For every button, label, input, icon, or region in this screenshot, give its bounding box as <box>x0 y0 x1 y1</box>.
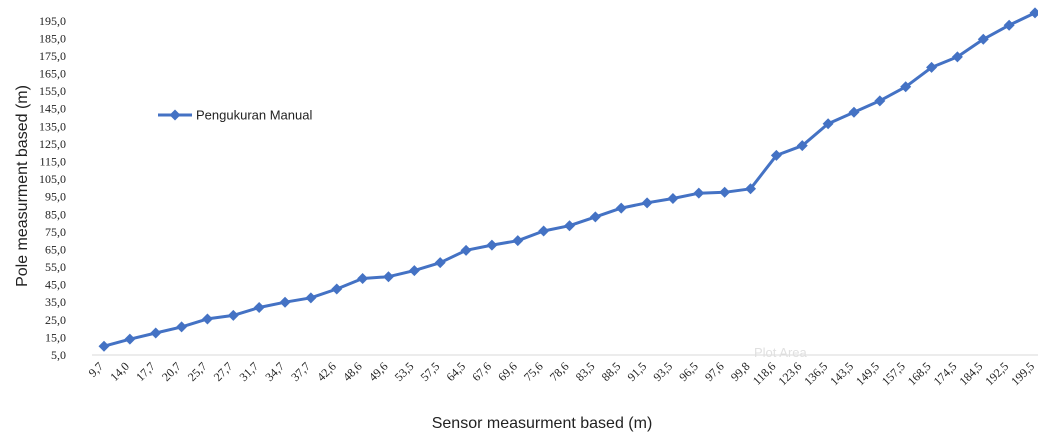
x-tick-label: 97,6 <box>702 359 727 384</box>
y-tick-label: 85,0 <box>45 207 66 221</box>
x-tick-label: 9,7 <box>86 359 107 380</box>
data-point-marker <box>228 310 239 321</box>
data-point-marker <box>564 220 575 231</box>
data-point-marker <box>99 341 110 352</box>
x-tick-label: 199,5 <box>1008 359 1037 388</box>
x-tick-label: 14,0 <box>107 359 132 384</box>
x-axis-title: Sensor measurment based (m) <box>432 415 653 432</box>
x-tick-label: 64,5 <box>443 359 468 384</box>
y-tick-label: 135,0 <box>39 119 66 133</box>
y-tick-label: 5,0 <box>51 348 66 362</box>
data-point-marker <box>642 197 653 208</box>
data-point-marker <box>254 302 265 313</box>
x-tick-label: 34,7 <box>262 359 287 384</box>
x-tick-label: 136,5 <box>801 359 830 388</box>
y-tick-label: 95,0 <box>45 190 66 204</box>
x-tick-label: 20,7 <box>159 359 184 384</box>
legend-diamond-marker <box>170 110 181 121</box>
data-point-marker <box>176 321 187 332</box>
x-tick-label: 143,5 <box>827 359 856 388</box>
data-point-marker <box>409 265 420 276</box>
data-point-marker <box>383 271 394 282</box>
x-tick-label: 42,6 <box>314 359 339 384</box>
x-tick-label: 78,6 <box>547 359 572 384</box>
data-point-marker <box>435 257 446 268</box>
y-tick-label: 185,0 <box>39 31 66 45</box>
x-tick-label: 49,6 <box>366 359 391 384</box>
series-markers <box>99 7 1038 351</box>
data-point-marker <box>150 328 161 339</box>
data-point-marker <box>590 211 601 222</box>
x-tick-label: 93,5 <box>650 359 675 384</box>
x-tick-label: 48,6 <box>340 359 365 384</box>
y-tick-label: 55,0 <box>45 260 66 274</box>
data-point-marker <box>512 235 523 246</box>
data-point-marker <box>848 107 859 118</box>
legend: Pengukuran Manual <box>158 108 312 123</box>
y-tick-label: 195,0 <box>39 14 66 28</box>
x-tick-label: 91,5 <box>624 359 649 384</box>
y-tick-label: 35,0 <box>45 295 66 309</box>
data-point-marker <box>1030 7 1038 18</box>
series-line-pengukuran-manual <box>104 13 1035 346</box>
x-tick-label: 83,5 <box>573 359 598 384</box>
y-axis-ticks: 5,0 15,0 25,0 35,0 45,0 55,0 65,0 75,0 85,0 95,0 1… <box>39 14 66 362</box>
y-tick-label: 65,0 <box>45 242 66 256</box>
y-tick-label: 165,0 <box>39 67 66 81</box>
data-point-marker <box>667 193 678 204</box>
x-tick-label: 168,5 <box>905 359 934 388</box>
x-tick-label: 53,5 <box>392 359 417 384</box>
x-tick-label: 174,5 <box>931 359 960 388</box>
data-point-marker <box>202 313 213 324</box>
y-tick-label: 115,0 <box>39 155 66 169</box>
data-point-marker <box>124 334 135 345</box>
x-tick-label: 118,6 <box>750 359 779 388</box>
x-tick-label: 67,6 <box>469 359 494 384</box>
y-tick-label: 45,0 <box>45 278 66 292</box>
x-tick-label: 88,5 <box>599 359 624 384</box>
x-tick-label: 96,5 <box>676 359 701 384</box>
legend-label: Pengukuran Manual <box>196 108 312 123</box>
x-tick-label: 37,7 <box>288 359 313 384</box>
x-tick-label: 184,5 <box>956 359 985 388</box>
y-tick-label: 75,0 <box>45 225 66 239</box>
x-tick-label: 75,6 <box>521 359 546 384</box>
data-point-marker <box>719 187 730 198</box>
data-point-marker <box>280 297 291 308</box>
data-point-marker <box>331 284 342 295</box>
data-point-marker <box>693 188 704 199</box>
x-tick-label: 99,8 <box>728 359 753 384</box>
x-tick-label: 57,5 <box>418 359 443 384</box>
x-tick-label: 149,5 <box>853 359 882 388</box>
y-tick-label: 125,0 <box>39 137 66 151</box>
x-tick-label: 17,7 <box>133 359 158 384</box>
x-tick-label: 192,5 <box>982 359 1011 388</box>
y-tick-label: 155,0 <box>39 84 66 98</box>
data-point-marker <box>305 292 316 303</box>
data-point-marker <box>461 245 472 256</box>
data-point-marker <box>486 240 497 251</box>
y-tick-label: 105,0 <box>39 172 66 186</box>
data-point-marker <box>357 273 368 284</box>
y-tick-label: 175,0 <box>39 49 66 63</box>
y-tick-label: 15,0 <box>45 330 66 344</box>
y-axis-title: Pole measurment based (m) <box>14 85 31 287</box>
x-tick-label: 31,7 <box>237 359 262 384</box>
y-tick-label: 145,0 <box>39 102 66 116</box>
x-tick-label: 27,7 <box>211 359 236 384</box>
data-point-marker <box>538 225 549 236</box>
x-tick-label: 69,6 <box>495 359 520 384</box>
data-point-marker <box>874 95 885 106</box>
plot-area-annotation: Plot Area <box>754 345 808 360</box>
data-point-marker <box>616 203 627 214</box>
y-tick-label: 25,0 <box>45 313 66 327</box>
data-point-marker <box>1004 20 1015 31</box>
x-tick-label: 157,5 <box>879 359 908 388</box>
x-tick-label: 123,6 <box>775 359 804 388</box>
x-tick-label: 25,7 <box>185 359 210 384</box>
